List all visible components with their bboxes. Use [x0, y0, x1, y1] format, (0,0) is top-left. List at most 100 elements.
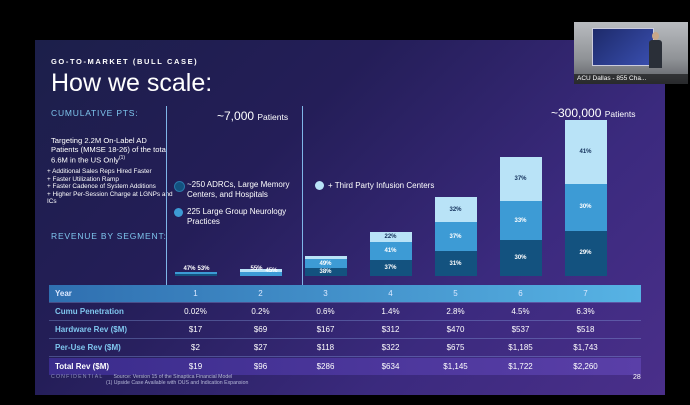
table-cell: $322	[381, 343, 400, 352]
table-cell: $69	[253, 325, 268, 334]
table-cell: $675	[446, 343, 465, 352]
bar-segment: 22%	[369, 232, 412, 242]
bullet-item: + Additional Sales Reps Hired Faster	[47, 168, 152, 175]
table-divider	[49, 320, 641, 321]
footnote: (1) Upside Case Available with OUS and I…	[106, 380, 249, 386]
bullet-item: + Faster Cadence of System Additions	[47, 183, 156, 191]
bullet-item: + Faster Utilization Ramp	[47, 175, 119, 183]
bar-segment: 41%	[369, 241, 412, 260]
row-label: Year	[55, 289, 72, 298]
bar-segment	[174, 274, 217, 276]
table-cell: $634	[381, 362, 400, 371]
divider-line-right	[302, 106, 303, 286]
speaker-body	[649, 40, 662, 68]
table-cell: 0.2%	[251, 307, 270, 316]
table-cell: 0.6%	[316, 307, 335, 316]
table-cell: $167	[316, 325, 335, 334]
table-cell: $518	[576, 325, 595, 334]
source-note: Source: Version 15 of the Sinaptica Fina…	[113, 374, 233, 380]
legend-label-neurology: 225 Large Group Neurology Practices	[187, 207, 287, 226]
bar-segment-label: 55%	[250, 266, 263, 272]
table-cell: $118	[316, 343, 335, 352]
table-cell: $27	[253, 343, 268, 352]
table-cell: 1	[193, 289, 198, 298]
table-cell: $1,722	[508, 362, 533, 371]
bar-segment: 37%	[369, 259, 412, 276]
bar-segment: 30%	[564, 183, 607, 231]
cumulative-pts-label: CUMULATIVE PTS:	[51, 108, 139, 118]
revenue-by-segment-label: REVENUE BY SEGMENT:	[51, 231, 167, 241]
row-label: Total Rev ($M)	[55, 362, 110, 371]
bar-segment: 37%	[434, 222, 477, 252]
table-cell: $19	[188, 362, 203, 371]
table-cell: $17	[188, 325, 203, 334]
divider-line-left	[166, 106, 167, 286]
revenue-stacked-bar-chart: 38% 49% 37% 41% 22% 31% 37% 32% 30% 33% 37% 29% 30% 4…	[35, 40, 665, 280]
bar-segment-label: 45%	[265, 268, 278, 274]
table-row: Year 1 2 3 4 5 6 7	[49, 285, 641, 302]
row-label: Per-Use Rev ($M)	[55, 343, 121, 352]
annotation-7000-unit: Patients	[257, 112, 289, 122]
page-number: 28	[633, 374, 641, 381]
table-cell: $470	[446, 325, 465, 334]
bar-segment: 37%	[499, 157, 542, 202]
speaker-head	[652, 32, 659, 40]
table-cell: $537	[511, 325, 530, 334]
table-cell: 5	[453, 289, 458, 298]
annotation-7000: ~7,000 Patients	[217, 109, 288, 123]
presentation-slide: GO-TO-MARKET (BULL CASE) How we scale: C…	[35, 40, 665, 395]
table-row: Cumu Penetration 0.02% 0.2% 0.6% 1.4% 2.8% 4.5…	[49, 303, 641, 320]
bar-segment	[239, 272, 282, 276]
table-divider	[49, 338, 641, 339]
bar-segment: 38%	[304, 268, 347, 276]
confidential-label: CONFIDENTIAL	[51, 374, 104, 380]
table-cell: 1.4%	[381, 307, 400, 316]
slide-eyebrow: GO-TO-MARKET (BULL CASE)	[51, 57, 199, 66]
table-cell: 6	[518, 289, 523, 298]
table-cell: 0.02%	[184, 307, 207, 316]
slide-title: How we scale:	[51, 69, 213, 97]
table-cell: 4.5%	[511, 307, 530, 316]
bar-segment	[174, 272, 217, 275]
legend-swatch-infusion	[315, 181, 324, 190]
target-footnote-mark: (1)	[118, 155, 126, 161]
bar-segment: 31%	[434, 251, 477, 276]
bar-segment-label: 47%	[183, 266, 196, 272]
annotation-300000-unit: Patients	[604, 109, 636, 119]
bar-segment: 33%	[499, 201, 542, 241]
table-cell: $286	[316, 362, 335, 371]
video-caption: ACU Dallas - 855 Cha...	[574, 74, 688, 84]
table-cell: $96	[253, 362, 268, 371]
target-body: Targeting 2.2M On-Label AD Patients (MMS…	[51, 136, 168, 165]
top-bar	[0, 0, 690, 18]
table-divider	[49, 302, 641, 303]
bar-segment: 41%	[564, 120, 607, 184]
row-label: Hardware Rev ($M)	[55, 325, 128, 334]
annotation-300000: ~300,000 Patients	[551, 106, 635, 120]
table-cell: $1,743	[573, 343, 598, 352]
target-text: Targeting 2.2M On-Label AD Patients (MMS…	[51, 136, 171, 165]
speaker-video-thumbnail[interactable]: ACU Dallas - 855 Cha...	[574, 22, 688, 84]
legend-swatch-neurology	[174, 208, 183, 217]
legend-label-infusion: + Third Party Infusion Centers	[328, 181, 435, 190]
table-row: Total Rev ($M) $19 $96 $286 $634 $1,145 $1,722…	[49, 358, 641, 375]
bullet-list: + Additional Sales Reps Hired Faster + F…	[47, 168, 175, 206]
bar-segment: 49%	[304, 258, 347, 269]
bar-segment: 32%	[434, 196, 477, 223]
bar-segment: 30%	[499, 240, 542, 276]
legend-swatch-adrc	[174, 181, 185, 192]
bar-segment	[304, 256, 347, 259]
table-cell: 3	[323, 289, 328, 298]
table-cell: $2,260	[573, 362, 598, 371]
table-cell: 2.8%	[446, 307, 465, 316]
bullet-item: + Higher Per-Session Charge at LGNPs and…	[47, 190, 173, 206]
table-cell: $1,145	[443, 362, 468, 371]
table-row: Hardware Rev ($M) $17 $69 $167 $312 $470 $537 $…	[49, 321, 641, 338]
legend-label-adrc: ~250 ADRCs, Large Memory Centers, and Ho…	[187, 180, 290, 199]
table-cell: 4	[388, 289, 393, 298]
table-cell: $312	[381, 325, 400, 334]
video-projection-screen	[592, 28, 654, 66]
table-cell: 6.3%	[576, 307, 595, 316]
table-cell: $2	[191, 343, 200, 352]
table-row: Per-Use Rev ($M) $2 $27 $118 $322 $675 $1,185 $…	[49, 339, 641, 356]
